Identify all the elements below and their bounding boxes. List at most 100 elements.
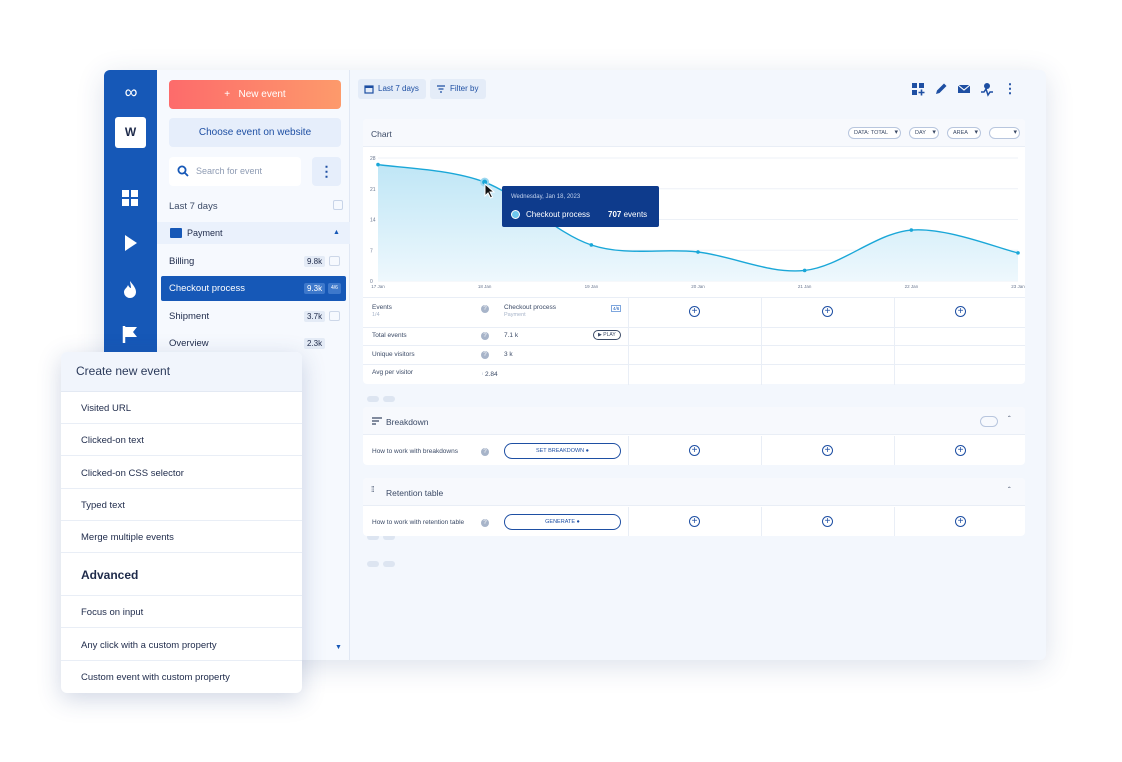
menu-item-label: Merge multiple events	[81, 532, 174, 543]
breakdown-header: Breakdown ˆ	[363, 407, 1025, 435]
help-icon[interactable]: ?	[481, 351, 489, 359]
area-dropdown[interactable]: AREA	[947, 127, 981, 139]
menu-item-label: Typed text	[81, 500, 125, 511]
generate-button[interactable]: GENERATE ●	[504, 514, 621, 530]
event-item-billing[interactable]: Billing 9.8k	[161, 249, 346, 274]
dashboard-grid-icon[interactable]	[119, 187, 141, 209]
menu-item-label: Focus on input	[81, 607, 144, 618]
divider	[761, 436, 762, 465]
folder-payment[interactable]: Payment ▲	[157, 222, 350, 244]
row-divider	[363, 364, 1025, 365]
help-icon[interactable]: ?	[481, 519, 489, 527]
menu-item-label: Visited URL	[81, 403, 131, 414]
menu-item-custom-event[interactable]: Custom event with custom property	[61, 661, 302, 693]
x-tick-label: 19 Jan	[585, 284, 599, 289]
data-total-dropdown[interactable]: DATA: TOTAL	[848, 127, 902, 139]
divider	[628, 298, 629, 385]
help-icon[interactable]: ?	[481, 332, 489, 340]
x-tick-label: 20 Jan	[691, 284, 705, 289]
add-column-icon[interactable]: +	[955, 516, 966, 527]
new-event-button[interactable]: + New event	[169, 80, 341, 109]
chevron-up-icon[interactable]: ˆ	[1008, 415, 1011, 424]
tooltip-date: Wednesday, Jan 18, 2023	[511, 194, 581, 200]
unique-visitors-label: Unique visitors	[372, 351, 415, 358]
filter-label: Filter by	[450, 84, 479, 93]
toggle-icon[interactable]	[329, 311, 340, 321]
workspace-avatar[interactable]: W	[115, 117, 146, 148]
menu-item-custom-click[interactable]: Any click with a custom property	[61, 629, 302, 661]
y-tick-label: 7	[370, 248, 373, 254]
play-icon[interactable]	[119, 232, 141, 254]
flag-icon[interactable]	[119, 323, 141, 345]
add-widget-icon[interactable]	[909, 80, 927, 98]
menu-item-focus-input[interactable]: Focus on input	[61, 596, 302, 628]
play-button[interactable]: ▶ PLAY	[593, 330, 621, 340]
popup-title: Create new event	[76, 364, 171, 378]
infinity-logo-icon: ∞	[124, 82, 138, 102]
mail-icon[interactable]	[955, 80, 973, 98]
event-search-input[interactable]: Search for event	[169, 157, 301, 186]
info-icon: ⁱ	[482, 372, 484, 379]
events-label: Events	[372, 304, 392, 311]
retention-help-text[interactable]: How to work with retention table	[372, 519, 465, 526]
toggle-icon[interactable]	[329, 256, 340, 266]
menu-item-clicked-css[interactable]: Clicked-on CSS selector	[61, 457, 302, 489]
export-dropdown[interactable]	[989, 127, 1020, 139]
breakdown-help-text[interactable]: How to work with breakdowns	[372, 448, 458, 455]
search-icon	[177, 165, 189, 177]
date-range-label: Last 7 days	[169, 201, 218, 212]
add-column-icon[interactable]: +	[822, 445, 833, 456]
menu-item-label: Clicked-on CSS selector	[81, 468, 184, 479]
folder-icon	[170, 228, 182, 238]
add-column-icon[interactable]: +	[822, 516, 833, 527]
divider	[761, 298, 762, 385]
section-label: Advanced	[81, 568, 139, 582]
x-tick-label: 18 Jan	[478, 284, 492, 289]
menu-item-label: Any click with a custom property	[81, 640, 217, 651]
retention-icon: ⁞⁞	[371, 485, 375, 494]
event-item-checkout-process[interactable]: Checkout process 9.3k 4/6	[161, 276, 346, 301]
export-icon[interactable]	[980, 416, 998, 427]
event-count: 9.8k	[304, 256, 326, 267]
add-column-icon[interactable]: +	[689, 306, 700, 317]
add-column-icon[interactable]: +	[955, 306, 966, 317]
divider	[894, 436, 895, 465]
chevron-down-icon[interactable]: ▼	[335, 644, 342, 651]
add-column-icon[interactable]: +	[955, 445, 966, 456]
set-breakdown-label: SET BREAKDOWN	[535, 448, 585, 454]
chevron-up-icon[interactable]: ▲	[333, 229, 340, 236]
chevron-up-icon[interactable]: ˆ	[1008, 486, 1011, 495]
menu-item-merge-events[interactable]: Merge multiple events	[61, 521, 302, 553]
date-range-button[interactable]: Last 7 days	[358, 79, 426, 99]
choose-event-button[interactable]: Choose event on website	[169, 118, 341, 147]
add-column-icon[interactable]: +	[822, 306, 833, 317]
event-item-overview[interactable]: Overview 2.3k	[161, 331, 346, 356]
series-area	[378, 164, 1018, 281]
more-vertical-icon[interactable]: ⋮	[1003, 81, 1017, 96]
add-column-icon[interactable]: +	[689, 516, 700, 527]
event-item-shipment[interactable]: Shipment 3.7k	[161, 304, 346, 329]
help-icon[interactable]: ?	[481, 305, 489, 313]
help-icon[interactable]: ?	[481, 448, 489, 456]
menu-item-typed-text[interactable]: Typed text	[61, 489, 302, 521]
x-tick-label: 17 Jan	[371, 284, 385, 289]
flame-icon[interactable]	[119, 278, 141, 300]
tooltip-series: Checkout process	[526, 210, 591, 219]
series-dot	[511, 210, 520, 219]
menu-item-clicked-text[interactable]: Clicked-on text	[61, 424, 302, 456]
day-dropdown[interactable]: DAY	[909, 127, 939, 139]
y-tick-label: 14	[370, 218, 376, 224]
filter-button[interactable]: Filter by	[430, 79, 486, 99]
menu-item-visited-url[interactable]: Visited URL	[61, 392, 302, 424]
y-tick-label: 28	[370, 156, 376, 162]
avg-per-visitor-value: 2.84	[485, 371, 498, 378]
event-count: 3.7k	[304, 311, 326, 322]
user-activity-icon[interactable]	[978, 80, 996, 98]
event-tag: 4/6	[611, 305, 622, 312]
edit-pencil-icon[interactable]	[932, 80, 950, 98]
set-breakdown-button[interactable]: SET BREAKDOWN ●	[504, 443, 621, 459]
more-options-icon[interactable]: ⋮	[312, 157, 341, 186]
calendar-icon[interactable]	[333, 200, 343, 210]
add-column-icon[interactable]: +	[689, 445, 700, 456]
events-count: 1/4	[372, 312, 380, 318]
